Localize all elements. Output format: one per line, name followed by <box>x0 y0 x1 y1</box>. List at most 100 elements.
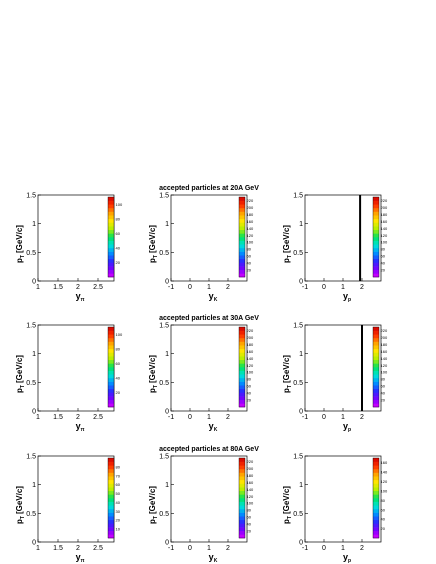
colorbar-tick-label: 20 <box>381 398 386 403</box>
x-axis-label: yπ <box>76 421 85 433</box>
colorbar-tick-label: 160 <box>381 349 388 354</box>
colorbar-tick-label: 180 <box>247 473 254 478</box>
colorbar-tick-label: 120 <box>381 363 388 368</box>
y-tick-label: 1 <box>299 221 303 228</box>
colorbar: 220 200 180 160 140 120 100 80 60 40 20 <box>238 457 254 539</box>
x-axis-label: yp <box>343 291 351 303</box>
panel-r1-c3: 00.511.5-1 0 1 2pT[GeV/c]yp2202001801601401… <box>282 193 388 304</box>
ylabel-main: p <box>282 388 291 393</box>
x-tick-label: 1 <box>207 414 211 421</box>
x-axis-label: yK <box>209 291 218 303</box>
xlabel-main: y <box>76 421 81 431</box>
plot-frame <box>170 194 248 282</box>
x-tick-label: 0 <box>188 414 192 421</box>
colorbar-tick-label: 180 <box>381 342 388 347</box>
x-tick-label: 1 <box>341 545 345 552</box>
x-axis-label: yπ <box>76 291 85 303</box>
colorbar-tick-label: 40 <box>247 391 252 396</box>
xlabel-sub: π <box>81 297 85 303</box>
y-axis-label: pT [GeV/c] <box>148 225 159 263</box>
ylabel-unit: [GeV/c] <box>282 486 291 514</box>
y-axis-label: pT [GeV/c] <box>148 486 159 524</box>
colorbar-tick-label: 80 <box>381 498 386 503</box>
colorbar-tick-label: 20 <box>247 529 252 534</box>
plot-frame <box>304 194 382 282</box>
x-tick-label: 1.5 <box>53 284 63 291</box>
plot-frame <box>37 324 115 412</box>
ylabel-unit: [GeV/c] <box>148 486 157 514</box>
x-tick-label: 2.5 <box>93 414 103 421</box>
y-tick-label: 0.5 <box>293 511 303 518</box>
plot-frame <box>37 194 115 282</box>
xlabel-main: y <box>209 421 214 431</box>
colorbar-tick-label: 200 <box>247 335 254 340</box>
xlabel-main: y <box>343 552 348 562</box>
ylabel-main: p <box>148 258 157 263</box>
y-tick-label: 0 <box>299 540 303 547</box>
colorbar-tick-label: 40 <box>116 245 121 250</box>
xlabel-sub: K <box>214 427 218 433</box>
xlabel-sub: K <box>214 558 218 564</box>
colorbar-frame <box>372 326 380 408</box>
xlabel-main: y <box>343 291 348 301</box>
xlabel-sub: p <box>348 297 351 303</box>
colorbar: 220 200 180 160 140 120 100 80 60 40 20 <box>238 196 254 278</box>
y-tick-label: 0.5 <box>159 250 169 257</box>
x-tick-label: 0 <box>322 545 326 552</box>
ylabel-unit: [GeV/c] <box>282 355 291 383</box>
x-tick-label: -1 <box>168 545 174 552</box>
x-axis-label: yp <box>343 421 351 433</box>
colorbar: 220 200 180 160 140 120 100 80 60 40 20 <box>372 196 388 278</box>
xlabel-main: y <box>76 552 81 562</box>
ylabel-sub: T <box>287 385 293 388</box>
y-tick-label: 1.5 <box>293 323 303 330</box>
ylabel-sub: T <box>287 516 293 519</box>
colorbar-tick-label: 40 <box>116 500 121 505</box>
colorbar-tick-label: 160 <box>381 460 388 465</box>
x-tick-label: 2 <box>226 414 230 421</box>
ylabel-main: p <box>148 519 157 524</box>
colorbar-tick-label: 60 <box>247 254 252 259</box>
colorbar-tick-label: 60 <box>116 231 121 236</box>
colorbar-tick-label: 180 <box>381 212 388 217</box>
y-tick-label: 0.5 <box>293 250 303 257</box>
y-axis-label: pT [GeV/c] <box>15 486 26 524</box>
y-tick-label: 0.5 <box>159 511 169 518</box>
y-tick-label: 1.5 <box>26 454 36 461</box>
colorbar-tick-label: 120 <box>247 494 254 499</box>
y-axis-label: pT [GeV/c] <box>282 225 293 263</box>
y-tick-label: 0 <box>165 540 169 547</box>
ylabel-main: p <box>15 258 24 263</box>
x-tick-label: 1 <box>341 284 345 291</box>
colorbar-tick-label: 220 <box>247 198 254 203</box>
row-title: accepted particles at 80A GeV <box>159 446 259 453</box>
x-tick-label: 2 <box>76 545 80 552</box>
ylabel-sub: T <box>20 385 26 388</box>
plot-frame <box>170 324 248 412</box>
colorbar-frame <box>238 457 246 539</box>
colorbar-tick-label: 40 <box>116 375 121 380</box>
colorbar-frame <box>107 326 115 408</box>
colorbar: 80 70 60 50 40 30 20 10 <box>107 457 121 539</box>
colorbar-tick-label: 60 <box>247 384 252 389</box>
colorbar-tick-label: 70 <box>116 473 121 478</box>
y-axis-label-text: pT [GeV/c] <box>282 355 293 393</box>
x-axis-label: yp <box>343 552 351 564</box>
colorbar-tick-label: 80 <box>116 464 121 469</box>
colorbar-tick-label: 40 <box>381 391 386 396</box>
colorbar-tick-label: 220 <box>381 328 388 333</box>
panel-r2-c1: 0 0.5 1 1.5 1 1.5 2 2.5 pT [GeV/c] yπ 100 80 60 40 20 <box>15 323 123 434</box>
x-tick-label: 1.5 <box>53 545 63 552</box>
colorbar-tick-label: 40 <box>247 261 252 266</box>
panel-r3-c3: 00.511.5-1 0 1 2pT[GeV/c]yp1601401201008060… <box>282 454 388 564</box>
colorbar-tick-label: 100 <box>381 488 388 493</box>
y-axis-label: pT [GeV/c] <box>15 225 26 263</box>
colorbar-frame <box>372 196 380 278</box>
ylabel-sub: T <box>287 255 293 258</box>
y-axis-label-text: pT [GeV/c] <box>148 355 159 393</box>
x-tick-label: -1 <box>302 284 308 291</box>
colorbar-tick-label: 60 <box>116 361 121 366</box>
panel-r3-c1: 0 0.5 1 1.5 1 1.5 2 2.5 pT [GeV/c] yπ 80 70 60 50 40 30 2… <box>15 454 121 564</box>
colorbar-tick-label: 140 <box>381 470 388 475</box>
y-axis-label-text: pT [GeV/c] <box>148 486 159 524</box>
